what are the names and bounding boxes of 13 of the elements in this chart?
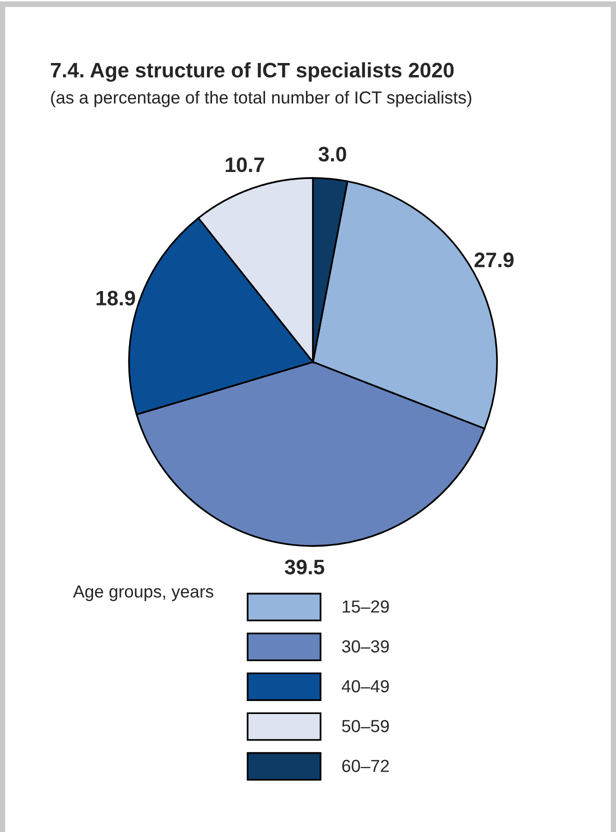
chart-subtitle: (as a percentage of the total number of ICT specialists) xyxy=(51,90,472,108)
legend-label: 60–72 xyxy=(342,760,389,772)
legend-label: 15–29 xyxy=(342,600,389,613)
legend-title: Age groups, years xyxy=(73,586,214,602)
legend-label: 30–39 xyxy=(342,640,389,653)
legend-label: 40–49 xyxy=(342,680,389,692)
data-label: 3.0 xyxy=(318,146,346,162)
data-label: 18.9 xyxy=(96,290,136,306)
data-label: 10.7 xyxy=(226,157,264,172)
chart-title: 7.4. Age structure of ICT specialists 2020 xyxy=(50,62,454,82)
data-label: 27.9 xyxy=(474,252,514,268)
legend-label: 50–59 xyxy=(342,720,389,732)
data-label: 39.5 xyxy=(284,560,324,574)
